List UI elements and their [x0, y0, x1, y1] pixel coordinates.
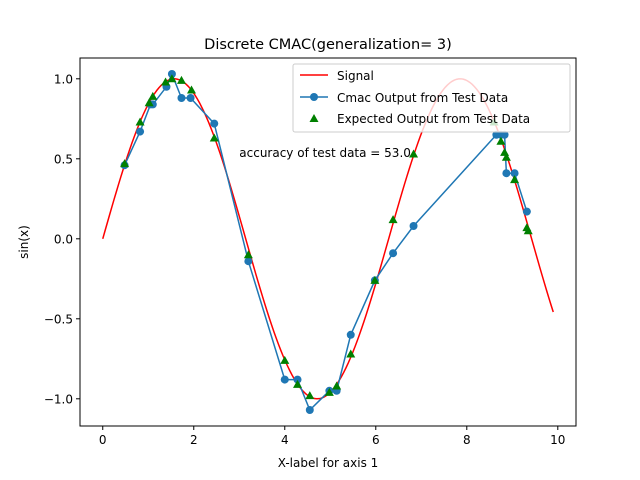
cmac-output-point: [280, 375, 289, 384]
expected-output-point: [409, 149, 419, 158]
x-tick-label: 0: [99, 433, 107, 447]
cmac-output-point: [167, 70, 176, 78]
expected-output-point: [243, 250, 253, 259]
axes-frame: [79, 57, 577, 427]
expected-output-point: [293, 379, 303, 388]
cmac-output-point: [244, 257, 253, 266]
cmac-output-point: [389, 249, 398, 258]
expected-output-point: [305, 391, 315, 400]
cmac-output-point: [502, 169, 511, 178]
x-tick-label: 4: [281, 433, 289, 447]
chart-title: Discrete CMAC(generalization= 3): [204, 37, 452, 53]
cmac-output-point: [500, 130, 509, 139]
expected-output-point: [346, 349, 356, 358]
expected-output-point: [501, 152, 511, 161]
legend-expected-label: Expected Output from Test Data: [337, 112, 530, 126]
expected-output-point: [135, 117, 145, 126]
y-tick-label: 0.0: [54, 232, 73, 246]
cmac-output-point: [136, 127, 145, 136]
legend-box: [292, 63, 571, 133]
expected-output-point: [370, 275, 380, 284]
y-tick-label: −0.5: [44, 312, 73, 326]
x-tick-label: 2: [190, 433, 198, 447]
expected-output-point: [510, 175, 520, 184]
expected-output-point: [186, 85, 196, 94]
expected-output-point: [496, 136, 506, 145]
cmac-output-point: [186, 94, 195, 102]
cmac-output-point: [510, 169, 519, 178]
cmac-output-point: [522, 207, 531, 216]
x-tick-label: 6: [372, 433, 380, 447]
plot-area: [102, 70, 554, 414]
expected-output-point: [209, 133, 219, 142]
expected-output-point: [148, 91, 158, 100]
legend: Signal Cmac Output from Test Data Expect…: [292, 63, 571, 133]
cmac-output-point: [305, 406, 314, 414]
legend-expected-marker: [309, 114, 319, 122]
expected-output-point: [324, 387, 334, 396]
x-tick-label: 10: [550, 433, 565, 447]
cmac-output-point: [409, 222, 418, 230]
expected-output-point: [176, 75, 186, 84]
x-tick-label: 8: [463, 433, 471, 447]
expected-output-point: [280, 355, 290, 364]
y-tick-label: −1.0: [44, 392, 73, 406]
cmac-output-point: [177, 94, 186, 102]
accuracy-annotation: accuracy of test data = 53.0: [239, 146, 411, 160]
y-tick-label: 0.5: [54, 152, 73, 166]
expected-output-point: [523, 226, 533, 235]
legend-cmac-label: Cmac Output from Test Data: [337, 91, 508, 105]
cmac-output-point: [210, 119, 219, 128]
y-tick-label: 1.0: [54, 72, 73, 86]
axis-ticks: 0 2 4 6 8 10 −1.0 −0.5 0.0 0.5 1.0: [44, 72, 566, 447]
expected-output-point: [332, 381, 342, 390]
expected-output-point: [161, 77, 171, 86]
expected-output-point: [120, 159, 130, 168]
x-axis-label: X-label for axis 1: [278, 456, 379, 470]
expected-output-point: [144, 98, 154, 107]
legend-signal-label: Signal: [337, 69, 374, 83]
legend-cmac-marker: [310, 93, 318, 101]
expected-output-point: [167, 74, 177, 83]
y-axis-label: sin(x): [17, 225, 31, 259]
cmac-output-point: [293, 375, 302, 384]
cmac-output-point: [346, 330, 355, 339]
expected-output-point: [388, 215, 398, 224]
